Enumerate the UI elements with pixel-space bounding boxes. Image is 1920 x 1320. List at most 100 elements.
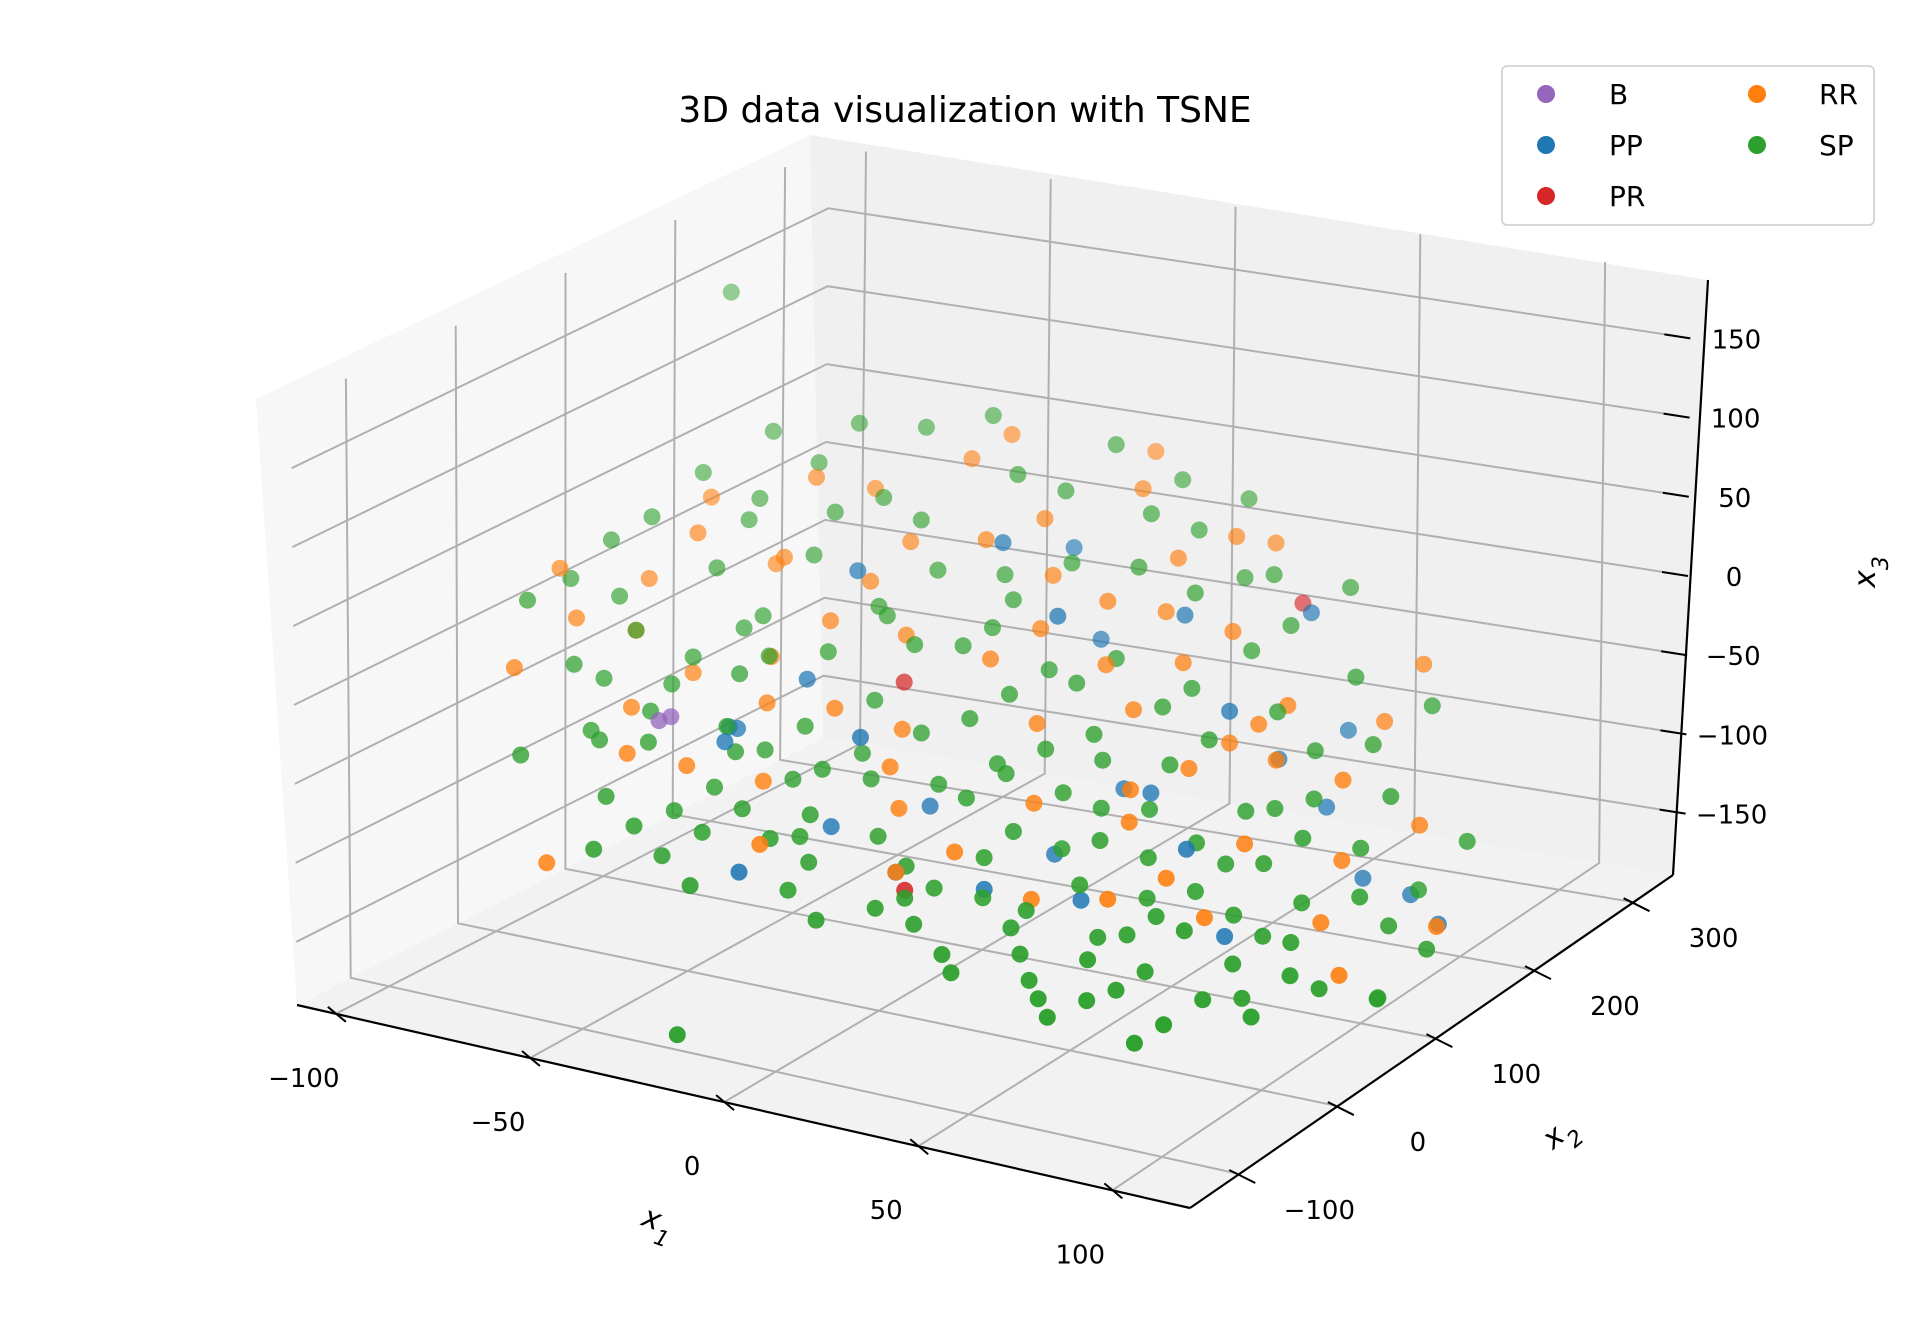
point-rr <box>505 659 523 677</box>
point-sp <box>1071 876 1089 894</box>
point-sp <box>591 731 608 749</box>
point-sp <box>933 946 951 963</box>
point-sp <box>1217 855 1235 873</box>
tick-labels: −100 −50 0 50 100 −100 0 100 200 300 −150 −100 −50 0 5… <box>268 325 1768 1270</box>
point-rr <box>1147 443 1165 460</box>
floor-pane <box>297 738 1673 1208</box>
point-sp <box>1078 992 1096 1010</box>
point-rr <box>689 524 707 542</box>
point-sp <box>722 283 740 301</box>
point-sp <box>1342 579 1360 596</box>
point-sp <box>740 511 758 529</box>
point-sp <box>1094 751 1112 769</box>
point-rr <box>538 854 556 872</box>
point-rr <box>1097 656 1115 674</box>
point-sp <box>925 879 943 897</box>
left-wall-pane <box>256 135 823 1005</box>
point-sp <box>754 607 772 625</box>
point-pp <box>852 728 869 746</box>
point-sp <box>1118 926 1136 944</box>
z-tick <box>1663 412 1690 419</box>
point-rr <box>1032 620 1050 638</box>
point-sp <box>810 454 828 472</box>
legend-label-sp: SP <box>1819 129 1854 162</box>
point-sp <box>1306 742 1324 760</box>
point-sp <box>1281 967 1299 985</box>
point-sp <box>639 733 657 751</box>
z-axis-title-main: x <box>1848 570 1883 589</box>
point-rr <box>623 698 640 716</box>
point-sp <box>733 800 751 818</box>
z-tick <box>1662 491 1689 498</box>
point-rr <box>1025 794 1043 812</box>
point-sp <box>813 760 831 778</box>
point-sp <box>1161 756 1179 774</box>
point-sp <box>917 418 935 436</box>
point-pp <box>1302 604 1320 622</box>
point-sp <box>1147 908 1165 925</box>
legend-marker-b <box>1537 85 1555 103</box>
point-sp <box>665 802 683 820</box>
point-sp <box>681 877 699 895</box>
point-rr <box>1376 713 1394 730</box>
point-sp <box>930 775 948 793</box>
point-pp <box>730 863 748 881</box>
grid-line-z <box>295 674 1674 943</box>
point-sp <box>1190 521 1208 539</box>
point-sp <box>791 828 809 845</box>
point-sp <box>1139 849 1157 867</box>
point-sp <box>819 643 837 661</box>
point-rr <box>1236 835 1254 853</box>
point-sp <box>1233 989 1251 1007</box>
point-sp <box>801 806 819 824</box>
y-tick-label: 200 <box>1590 992 1640 1022</box>
point-sp <box>984 619 1001 637</box>
point-sp <box>1040 661 1058 679</box>
point-sp <box>905 915 923 933</box>
point-sp <box>663 675 681 693</box>
point-pr <box>895 673 913 691</box>
x-tick-label: 50 <box>870 1196 903 1226</box>
point-sp <box>784 770 802 788</box>
point-sp <box>643 508 661 526</box>
point-sp <box>693 823 711 841</box>
grid-line-x <box>529 179 1052 1059</box>
point-rr <box>1411 816 1429 834</box>
point-sp <box>653 847 671 865</box>
point-sp <box>1174 471 1192 489</box>
y-tick <box>1524 965 1552 981</box>
point-rr <box>1195 909 1213 927</box>
point-sp <box>611 587 629 605</box>
grid-line-z <box>294 518 1676 785</box>
point-sp <box>961 710 979 728</box>
point-sp <box>1237 802 1255 820</box>
point-rr <box>862 572 880 590</box>
chart-title: 3D data visualization with TSNE <box>678 90 1251 131</box>
x-tick <box>327 1006 347 1023</box>
data-points <box>505 283 1476 1052</box>
y-tick <box>1327 1101 1355 1116</box>
z-tick-label: 50 <box>1718 484 1751 514</box>
point-rr <box>1180 760 1198 777</box>
point-rr <box>977 531 995 549</box>
point-sp <box>866 691 884 709</box>
legend-label-pp: PP <box>1609 129 1643 162</box>
point-sp <box>875 489 893 506</box>
point-rr <box>640 570 658 587</box>
y-tick <box>1623 897 1651 913</box>
point-sp <box>957 789 975 807</box>
point-sp <box>906 636 924 654</box>
y-tick-label: 0 <box>1410 1128 1427 1158</box>
point-sp <box>1380 917 1398 935</box>
point-sp <box>706 778 723 796</box>
point-sp <box>718 717 736 735</box>
point-sp <box>764 422 782 440</box>
point-pp <box>921 797 939 815</box>
point-sp <box>1155 1016 1173 1034</box>
point-pp <box>1221 702 1239 720</box>
point-sp <box>1294 829 1312 847</box>
point-pp <box>849 562 867 580</box>
grid-line-z <box>291 285 1678 548</box>
y-tick <box>1228 1169 1256 1184</box>
